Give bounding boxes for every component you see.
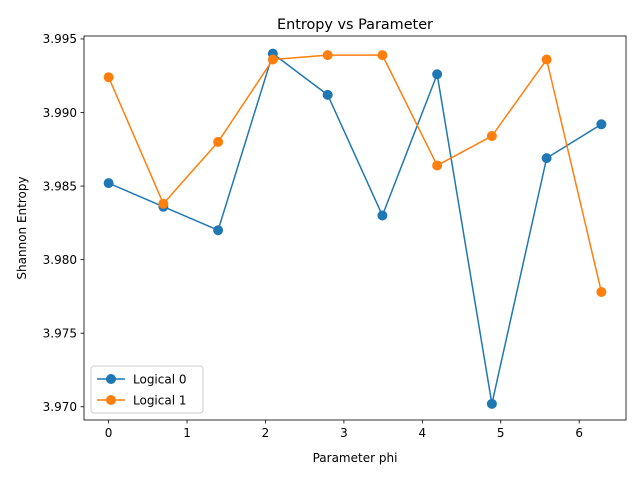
data-point	[103, 178, 114, 189]
y-tick-label: 3.980	[43, 253, 77, 267]
x-axis: 0 1 2 3 4 5 6	[105, 420, 583, 440]
legend: Logical 0 Logical 1	[90, 365, 204, 414]
data-point	[596, 287, 607, 297]
x-axis-label: Parameter phi	[313, 451, 398, 465]
y-tick-label: 3.970	[43, 400, 77, 414]
data-point	[377, 50, 388, 61]
data-point	[213, 136, 224, 147]
data-point	[322, 50, 333, 61]
x-tick-label: 6	[575, 426, 583, 440]
series-line	[107, 54, 603, 293]
y-axis-label: Shannon Entropy	[15, 176, 29, 279]
y-tick-label: 3.975	[43, 326, 77, 340]
series-line	[107, 52, 603, 405]
x-tick-label: 5	[497, 426, 505, 440]
x-tick-label: 3	[340, 426, 348, 440]
y-axis: 3.970 3.975 3.980 3.985 3.990 3.995	[43, 32, 84, 414]
series-logical-1	[103, 50, 607, 297]
legend-label-logical-0: Logical 0	[133, 373, 187, 387]
data-point	[596, 119, 607, 130]
data-point	[267, 54, 278, 65]
series-logical-0	[103, 48, 607, 409]
y-tick-label: 3.995	[43, 32, 77, 46]
legend-marker-logical-0	[106, 374, 116, 384]
data-point	[432, 160, 443, 171]
legend-label-logical-1: Logical 1	[133, 394, 187, 408]
y-tick-label: 3.985	[43, 179, 77, 193]
data-point	[541, 54, 552, 65]
x-tick-label: 4	[419, 426, 427, 440]
data-point	[322, 89, 333, 100]
legend-box	[90, 365, 204, 414]
data-point	[486, 398, 497, 409]
series-layer	[103, 48, 607, 409]
legend-marker-logical-1	[106, 395, 116, 405]
plot-area	[84, 36, 626, 420]
data-point	[486, 131, 497, 142]
axes-frame	[83, 35, 627, 421]
y-tick-label: 3.990	[43, 106, 77, 120]
data-point	[103, 72, 114, 83]
data-point	[541, 153, 552, 164]
x-tick-label: 1	[183, 426, 191, 440]
axes-background	[84, 36, 626, 420]
x-tick-label: 0	[105, 426, 113, 440]
data-point	[158, 198, 169, 209]
chart-title: Entropy vs Parameter	[277, 17, 433, 33]
data-point	[213, 225, 224, 236]
x-tick-label: 2	[262, 426, 270, 440]
data-point	[377, 210, 388, 221]
data-point	[432, 69, 443, 80]
